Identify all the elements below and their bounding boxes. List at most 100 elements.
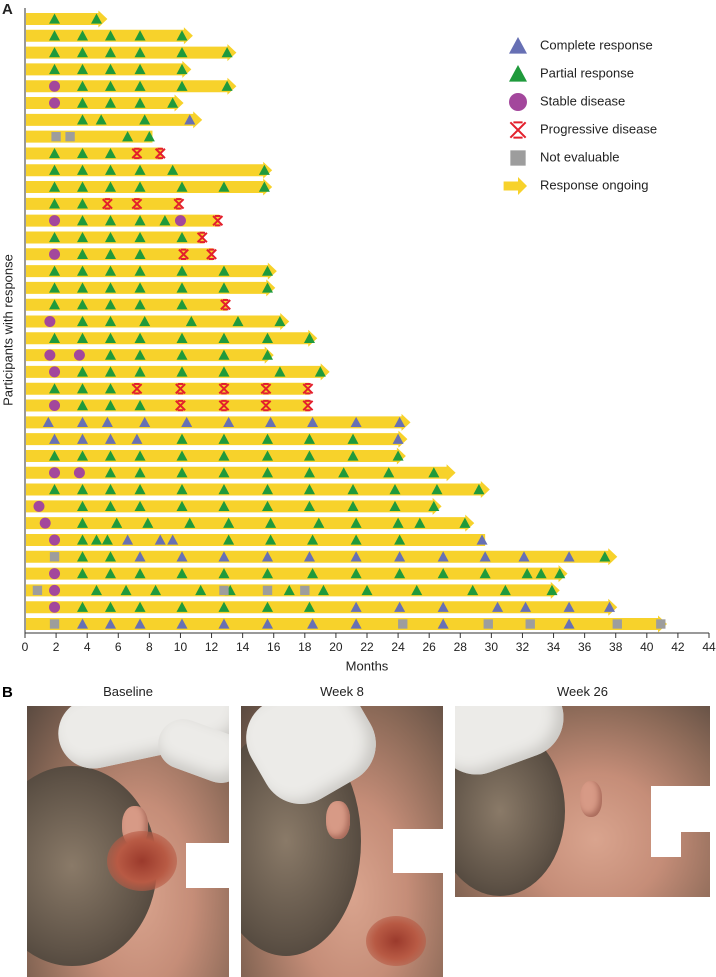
marker-triangle [105,80,116,91]
marker-triangle [105,63,116,75]
marker-triangle [77,551,89,562]
marker-triangle [105,433,116,444]
marker-triangle [176,551,188,562]
marker-triangle [317,584,329,596]
marker-triangle [105,400,116,411]
marker-triangle [77,114,89,125]
marker-triangle [518,551,530,562]
marker-triangle [313,517,325,528]
marker-triangle [303,484,315,495]
response-bar [26,363,330,381]
marker-triangle [49,231,61,243]
marker-triangle [77,400,89,411]
marker-cross [212,214,224,227]
marker-triangle [176,299,188,310]
marker-triangle [77,97,89,108]
response-bar [26,197,181,210]
marker-circle [49,467,61,479]
marker-triangle [274,316,286,327]
marker-triangle [437,618,449,629]
photo [455,706,710,897]
marker-triangle [77,416,89,428]
marker-triangle [350,551,362,562]
marker-triangle [176,63,188,75]
x-tick-label: 38 [609,640,623,654]
marker-triangle [218,618,230,629]
marker-triangle [554,568,566,579]
marker-cross [175,383,186,395]
marker-triangle [350,416,362,428]
marker-triangle [91,534,103,545]
marker-triangle [134,231,146,243]
marker-triangle [49,383,61,394]
panel-label: A [2,1,13,18]
marker-cross [173,198,185,210]
response-bar [26,399,310,412]
marker-triangle [176,181,188,192]
marker-triangle [218,181,230,192]
marker-triangle [105,215,116,226]
marker-triangle [91,13,103,24]
marker-arrow [503,177,527,195]
marker-triangle [176,433,188,444]
marker-triangle [105,332,116,343]
marker-circle [49,366,61,378]
response-bar [26,130,153,143]
marker-triangle [120,584,132,596]
marker-triangle [184,114,196,125]
marker-triangle [599,551,611,562]
marker-circle [49,215,61,227]
marker-triangle [134,467,146,478]
marker-square [510,150,526,166]
marker-triangle [303,551,315,562]
marker-triangle [563,551,575,562]
marker-triangle [77,248,89,259]
marker-cross [154,147,166,160]
marker-triangle [49,450,61,461]
marker-circle [49,80,61,92]
marker-triangle [49,47,61,58]
marker-triangle [105,500,116,512]
marker-triangle [105,316,116,327]
marker-triangle [77,383,89,394]
marker-triangle [77,534,89,545]
marker-triangle [49,484,61,495]
response-bar [26,298,228,311]
x-tick-label: 24 [391,640,405,654]
marker-triangle [77,164,89,175]
marker-triangle [535,568,547,579]
marker-triangle [218,484,230,495]
marker-triangle [77,80,89,91]
marker-triangle [176,80,188,91]
marker-cross [302,399,314,412]
marker-triangle [350,534,362,545]
marker-triangle [467,584,479,596]
marker-triangle [394,416,406,428]
panel-label: B [2,684,13,701]
marker-triangle [392,517,404,528]
marker-triangle [347,450,359,461]
marker-triangle [134,551,146,562]
x-tick-label: 14 [236,640,250,654]
marker-triangle [499,584,511,596]
marker-triangle [411,584,423,596]
marker-triangle [105,467,116,478]
marker-triangle [77,181,89,192]
photo-caption: Week 8 [320,684,364,699]
marker-triangle [223,416,235,428]
marker-triangle [77,450,89,461]
marker-triangle [383,467,395,478]
marker-triangle [77,215,89,226]
marker-triangle [49,198,61,209]
marker-triangle [176,332,188,343]
x-tick-label: 28 [454,640,468,654]
marker-triangle [105,231,116,243]
marker-triangle [262,450,274,461]
response-bar [26,548,618,566]
x-axis-label: Months [346,658,389,673]
marker-square [49,552,60,562]
marker-triangle [347,433,359,444]
marker-triangle [431,484,443,495]
marker-cross [131,147,143,160]
marker-triangle [154,534,166,545]
